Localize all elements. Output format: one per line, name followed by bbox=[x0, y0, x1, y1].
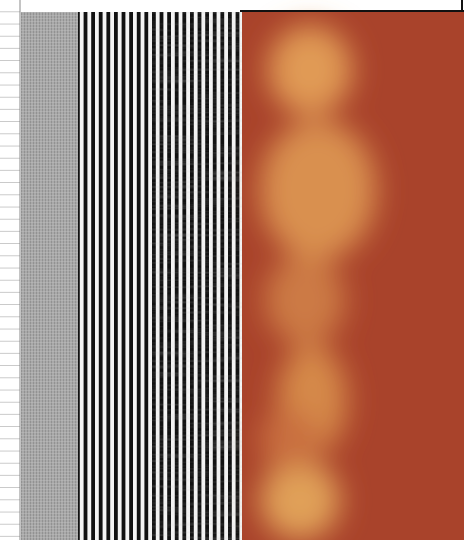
striped-texture bbox=[150, 12, 242, 540]
orange-band bbox=[260, 25, 376, 540]
gray-track bbox=[21, 12, 78, 540]
depth-track bbox=[0, 0, 20, 540]
